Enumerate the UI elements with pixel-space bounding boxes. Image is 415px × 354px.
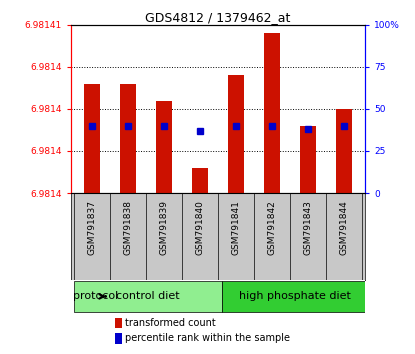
Text: GSM791842: GSM791842 (267, 200, 276, 255)
Text: control diet: control diet (116, 291, 180, 302)
Text: percentile rank within the sample: percentile rank within the sample (125, 333, 290, 343)
Text: GSM791838: GSM791838 (124, 200, 132, 255)
Text: GSM791841: GSM791841 (231, 200, 240, 255)
Text: GSM791837: GSM791837 (88, 200, 97, 255)
Title: GDS4812 / 1379462_at: GDS4812 / 1379462_at (145, 11, 290, 24)
Bar (222, 281, 369, 312)
Text: high phosphate diet: high phosphate diet (239, 291, 351, 302)
Text: transformed count: transformed count (125, 318, 216, 328)
Bar (74, 281, 222, 312)
Bar (120, 84, 136, 193)
Bar (300, 126, 316, 193)
Text: GSM791840: GSM791840 (195, 200, 205, 255)
Bar (264, 33, 280, 193)
Bar (228, 75, 244, 193)
Text: protocol: protocol (73, 291, 119, 302)
Bar (192, 168, 208, 193)
Bar (336, 109, 352, 193)
Text: GSM791844: GSM791844 (339, 200, 348, 255)
Text: GSM791839: GSM791839 (159, 200, 168, 255)
Bar (115, 333, 122, 343)
Bar (156, 101, 172, 193)
Bar (115, 318, 122, 329)
Text: GSM791843: GSM791843 (303, 200, 312, 255)
Bar (84, 84, 100, 193)
